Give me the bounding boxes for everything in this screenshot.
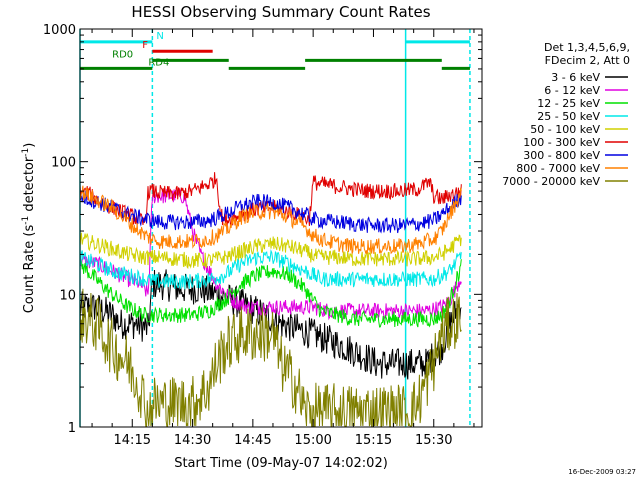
legend-label: 6 - 12 keV bbox=[544, 84, 600, 97]
legend-label: 50 - 100 keV bbox=[530, 123, 600, 136]
chart-title: HESSI Observing Summary Count Rates bbox=[131, 3, 430, 21]
legend-label: 3 - 6 keV bbox=[551, 71, 600, 84]
legend-header-line-2: FDecim 2, Att 0 bbox=[545, 54, 630, 67]
series-line-8 bbox=[79, 288, 462, 427]
y-tick-label: 1 bbox=[68, 421, 76, 436]
timestamp: 16-Dec-2009 03:27 bbox=[568, 468, 636, 476]
legend-label: 12 - 25 keV bbox=[537, 97, 600, 110]
mode-label-f: F bbox=[142, 40, 148, 51]
series-line-3 bbox=[79, 248, 462, 290]
series-line-0 bbox=[79, 269, 462, 380]
y-tick-label: 100 bbox=[51, 156, 76, 171]
series-line-7 bbox=[79, 185, 462, 255]
x-tick-label: 14:15 bbox=[114, 433, 151, 448]
x-tick-label: 14:30 bbox=[174, 433, 211, 448]
x-tick-label: 15:30 bbox=[415, 433, 452, 448]
legend-label: 800 - 7000 keV bbox=[516, 162, 600, 175]
legend-label: 7000 - 20000 keV bbox=[502, 175, 600, 188]
plot-frame bbox=[79, 28, 483, 428]
legend-label: 100 - 300 keV bbox=[523, 136, 600, 149]
y-tick-label: 1000 bbox=[43, 23, 76, 38]
y-tick-label: 10 bbox=[59, 288, 76, 303]
series-line-4 bbox=[79, 232, 462, 270]
legend-header-line-1: Det 1,3,4,5,6,9, bbox=[544, 41, 630, 54]
mode-label-rd4: RD4 bbox=[148, 57, 169, 68]
x-tick-label: 15:00 bbox=[294, 433, 331, 448]
legend-label: 25 - 50 keV bbox=[537, 110, 600, 123]
series-line-2 bbox=[79, 257, 462, 328]
x-tick-label: 15:15 bbox=[355, 433, 392, 448]
legend-label: 300 - 800 keV bbox=[523, 149, 600, 162]
mode-label-n: N bbox=[156, 31, 163, 42]
mode-label-rd0: RD0 bbox=[112, 49, 133, 60]
x-tick-label: 14:45 bbox=[234, 433, 271, 448]
y-axis-label: Count Rate (s-1 detector-1) bbox=[21, 143, 37, 314]
x-axis-label: Start Time (09-May-07 14:02:02) bbox=[174, 456, 388, 471]
series-line-6 bbox=[79, 190, 462, 234]
